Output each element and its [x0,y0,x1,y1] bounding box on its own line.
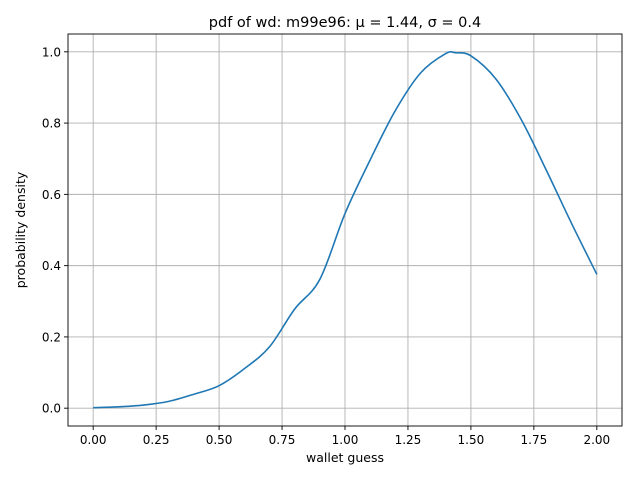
y-tick-label: 1.0 [42,45,61,59]
x-tick-label: 0.00 [80,433,107,447]
x-tick-label: 0.50 [206,433,233,447]
x-tick-label: 1.75 [521,433,548,447]
grid [68,34,622,426]
x-tick-label: 0.75 [269,433,296,447]
y-tick-label: 0.8 [42,117,61,131]
pdf-curve [93,50,598,409]
x-tick-label: 0.25 [143,433,170,447]
x-tick-label: 1.25 [395,433,422,447]
chart-title: pdf of wd: m99e96: μ = 1.44, σ = 0.4 [209,15,481,31]
x-tick-label: 2.00 [583,433,610,447]
x-tick-label: 1.50 [458,433,485,447]
x-tick-label: 1.00 [332,433,359,447]
ticks: 0.00 0.25 0.50 0.75 1.00 1.25 1.50 1.75 2.00 0.0 0… [42,45,610,447]
x-axis-label: wallet guess [306,450,384,465]
y-tick-label: 0.0 [42,402,61,416]
y-tick-label: 0.4 [42,259,61,273]
y-axis-label: probability density [13,171,28,288]
y-tick-label: 0.2 [42,330,61,344]
y-tick-label: 0.6 [42,188,61,202]
series-layer [93,50,598,409]
